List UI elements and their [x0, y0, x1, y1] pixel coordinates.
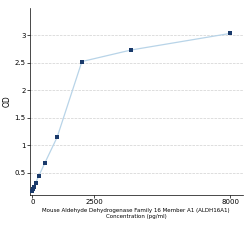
- X-axis label: Mouse Aldehyde Dehydrogenase Family 16 Member A1 (ALDH16A1)
Concentration (pg/ml: Mouse Aldehyde Dehydrogenase Family 16 M…: [42, 208, 230, 219]
- Y-axis label: OD: OD: [3, 95, 12, 107]
